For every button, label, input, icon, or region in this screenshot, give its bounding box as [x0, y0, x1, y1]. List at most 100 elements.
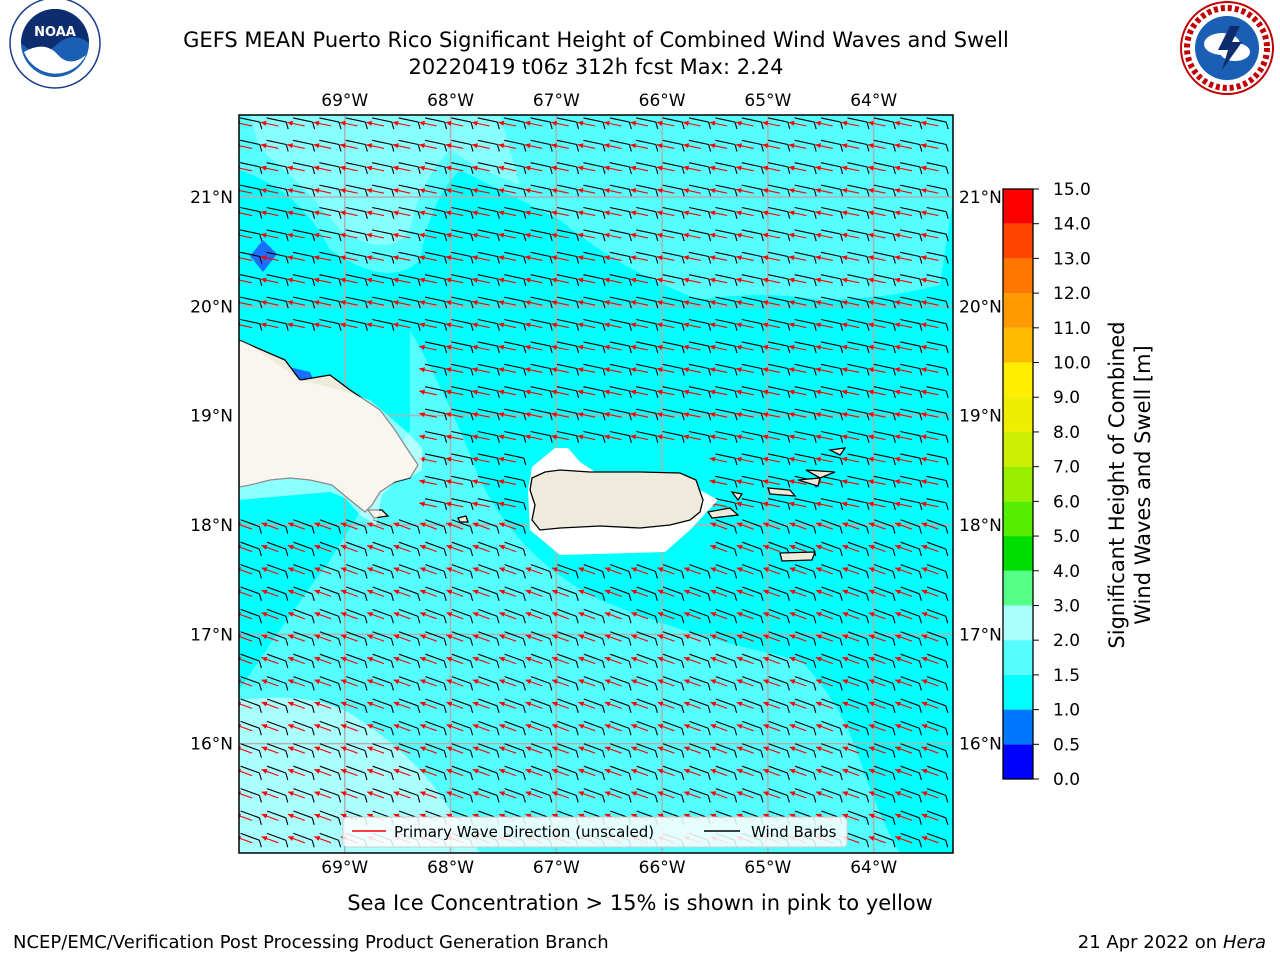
wind-barb-tick	[575, 750, 579, 758]
wave-direction-arrowhead	[656, 255, 663, 261]
wave-direction-arrowhead	[367, 589, 374, 595]
wave-direction-arrowhead	[603, 434, 610, 440]
wave-direction-arrowhead	[340, 612, 347, 617]
wave-direction-arrowhead	[763, 679, 770, 685]
wind-barb-tick	[787, 413, 791, 421]
wave-direction-arrowhead	[339, 232, 346, 238]
wind-barb-tick	[945, 638, 949, 646]
wind-barb	[900, 788, 920, 796]
wind-barb	[873, 341, 894, 347]
wave-direction-arrowhead	[393, 656, 400, 662]
wind-barb-tick	[444, 278, 448, 287]
legend: Primary Wave Direction (unscaled) Wind B…	[342, 816, 848, 848]
wave-direction-arrowhead	[471, 232, 478, 238]
wind-barb	[610, 653, 630, 662]
wave-direction-arrowhead	[894, 456, 901, 462]
wind-barb-tick	[840, 211, 844, 219]
wind-barb-tick	[918, 593, 922, 601]
wind-barb	[794, 274, 815, 280]
wind-barb	[900, 274, 920, 280]
wave-direction-arrowhead	[524, 232, 531, 238]
wind-barb-tick	[285, 189, 289, 197]
wind-barb-tick	[496, 571, 500, 579]
wave-direction-arrow	[239, 815, 253, 821]
wind-barb	[504, 206, 524, 213]
wind-barb	[662, 430, 683, 437]
wind-barb	[926, 743, 946, 752]
wave-direction-arrowhead	[287, 656, 294, 662]
wind-barb	[820, 184, 841, 190]
wind-barb-tick	[364, 683, 368, 691]
wind-barb	[451, 698, 471, 707]
wind-barb	[873, 386, 894, 392]
wind-barb-tick	[496, 457, 500, 466]
wave-direction-arrowhead	[867, 143, 874, 149]
wave-direction-arrowhead	[895, 746, 902, 752]
wave-direction-arrowhead	[815, 701, 822, 707]
wave-direction-arrowhead	[867, 188, 874, 194]
wind-barb-tick	[285, 211, 289, 219]
lon-label-top-5: 64°W	[850, 91, 897, 111]
wave-direction-arrowhead	[630, 434, 637, 440]
wind-barb-tick	[549, 772, 553, 781]
wind-barb	[556, 430, 577, 437]
wave-direction-arrowhead	[815, 367, 822, 373]
wind-barb-tick	[602, 571, 606, 579]
wave-direction-arrowhead	[499, 791, 506, 797]
wave-direction-arrowhead	[763, 656, 770, 662]
wind-barb	[451, 453, 472, 459]
wave-direction-arrow	[239, 747, 253, 754]
wind-barb-tick	[708, 323, 712, 331]
wind-barb	[372, 631, 392, 640]
wave-direction-arrowhead	[815, 277, 822, 283]
wave-direction-arrowhead	[578, 589, 585, 595]
wave-direction-arrowhead	[445, 434, 452, 440]
wave-direction-arrowhead	[604, 656, 611, 662]
footer-date-text: 21 Apr 2022 on	[1077, 932, 1223, 953]
map-area: Primary Wave Direction (unscaled) Wind B…	[239, 115, 953, 853]
wind-barb	[425, 653, 445, 662]
wind-barb	[451, 229, 472, 235]
wind-barb-tick	[813, 502, 817, 511]
wave-direction-arrowhead	[736, 612, 743, 617]
wind-barb-tick	[892, 166, 896, 175]
wind-barb-tick	[312, 301, 316, 309]
wave-direction-arrowhead	[578, 768, 585, 774]
wave-direction-arrowhead	[789, 746, 796, 752]
wave-direction-arrowhead	[656, 344, 663, 350]
wind-barb-tick	[628, 795, 632, 803]
wind-barb	[556, 408, 577, 414]
wave-direction-arrowhead	[631, 567, 638, 573]
wind-barb-tick	[602, 750, 606, 758]
wind-barb	[636, 653, 656, 662]
wind-barb-tick	[364, 233, 368, 242]
wind-barb-tick	[892, 840, 896, 848]
wind-barb-tick	[945, 435, 949, 443]
wind-barb-tick	[866, 435, 870, 443]
wind-barb-tick	[654, 616, 658, 624]
wind-barb-tick	[813, 571, 817, 579]
wind-barb	[477, 475, 498, 482]
wave-direction-arrowhead	[842, 791, 849, 797]
wind-barb-tick	[312, 256, 316, 264]
colorbar-segment-0	[1003, 744, 1033, 779]
wind-barb-tick	[919, 166, 923, 175]
wind-barb-tick	[840, 457, 844, 466]
lon-label-bottom-5: 64°W	[850, 858, 897, 878]
wind-barb	[372, 743, 392, 752]
wave-direction-arrowhead	[631, 634, 638, 640]
wind-barb-tick	[311, 772, 315, 781]
wave-direction-arrowhead	[735, 434, 742, 440]
wind-barb-tick	[470, 211, 474, 219]
wind-barb	[609, 296, 630, 302]
wind-barb-tick	[602, 795, 606, 803]
lon-label-top-1: 68°W	[427, 91, 474, 111]
wind-barb	[398, 229, 419, 235]
wave-direction-arrowhead	[867, 367, 874, 373]
wind-barb	[398, 117, 419, 123]
wave-direction-arrowhead	[419, 544, 426, 550]
wind-barb-tick	[444, 413, 448, 421]
colorbar-tick-label-3: 1.5	[1053, 666, 1080, 686]
wind-barb	[741, 184, 762, 190]
wave-direction-arrowhead	[815, 589, 822, 595]
